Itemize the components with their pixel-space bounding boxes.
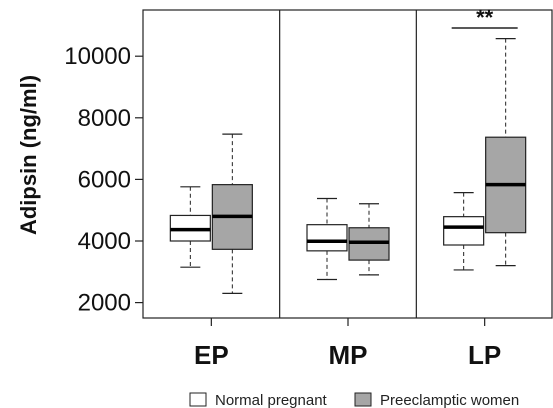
x-tick-label-mp: MP: [329, 340, 368, 370]
box-lp-normal: [443, 192, 485, 271]
box-groups: [169, 38, 527, 294]
y-tick-label: 8000: [78, 105, 131, 132]
y-tick-label: 4000: [78, 228, 131, 255]
box-iqr: [443, 216, 485, 246]
significance-label: **: [476, 5, 494, 30]
x-axis: EP MP LP: [194, 318, 501, 370]
y-tick-label: 10000: [64, 43, 131, 70]
legend: Normal pregnant Preeclamptic women: [189, 392, 519, 408]
box-ep-preeclamptic: [211, 133, 253, 294]
y-axis: 2000 4000 6000 8000 10000: [64, 43, 143, 317]
legend-swatch-preeclamptic: [354, 392, 372, 407]
y-axis-label: Adipsin (ng/ml): [16, 75, 41, 235]
annotations: **: [451, 5, 518, 30]
legend-label-normal: Normal pregnant: [215, 392, 328, 408]
x-tick-label-lp: LP: [468, 340, 501, 370]
box-iqr: [306, 224, 348, 252]
y-tick-label: 2000: [78, 290, 131, 317]
box-mp-preeclamptic: [348, 203, 390, 276]
box-lp-preeclamptic: [485, 38, 527, 267]
y-tick-label: 6000: [78, 166, 131, 193]
box-ep-normal: [169, 186, 211, 268]
legend-label-preeclamptic: Preeclamptic women: [380, 392, 519, 408]
legend-swatch-normal: [189, 392, 207, 407]
box-mp-normal: [306, 197, 348, 281]
x-tick-label-ep: EP: [194, 340, 229, 370]
